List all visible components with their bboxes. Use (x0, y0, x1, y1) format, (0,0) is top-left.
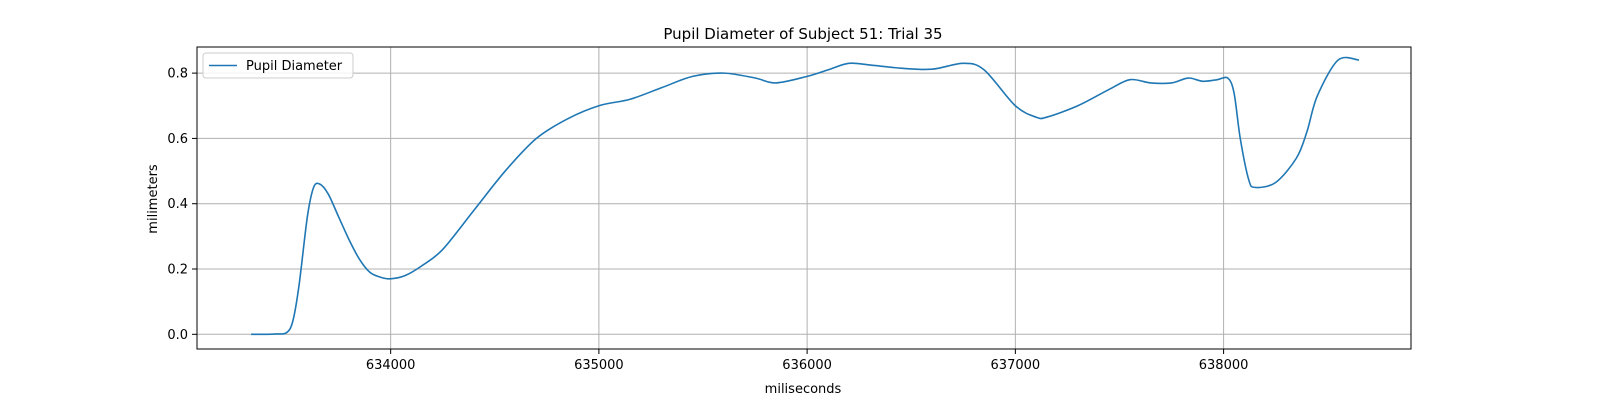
plot-frame (196, 46, 1412, 350)
chart-title: Pupil Diameter of Subject 51: Trial 35 (663, 25, 942, 43)
y-tick-label: 0.0 (167, 328, 188, 343)
x-tick-label: 635000 (574, 358, 624, 373)
x-axis-label: miliseconds (765, 382, 842, 397)
y-tick-label: 0.6 (167, 132, 188, 147)
y-axis: 0.0 0.2 0.4 0.6 0.8 (167, 67, 197, 343)
x-tick-label: 634000 (366, 358, 416, 373)
y-tick-label: 0.4 (167, 197, 188, 212)
x-tick-label: 636000 (782, 358, 832, 373)
legend-label-pupil-diameter: Pupil Diameter (246, 59, 343, 74)
x-tick-label: 638000 (1199, 358, 1249, 373)
legend-box (202, 52, 354, 79)
legend: Pupil Diameter (202, 52, 354, 79)
y-tick-label: 0.2 (167, 263, 188, 278)
y-tick-label: 0.8 (167, 67, 188, 82)
x-axis: 634000 635000 636000 637000 638000 (366, 349, 1249, 373)
series-line-pupil-diameter (251, 56, 1360, 336)
x-tick-label: 637000 (991, 358, 1041, 373)
grid-lines (197, 47, 1411, 349)
y-axis-label: milimeters (146, 164, 161, 234)
